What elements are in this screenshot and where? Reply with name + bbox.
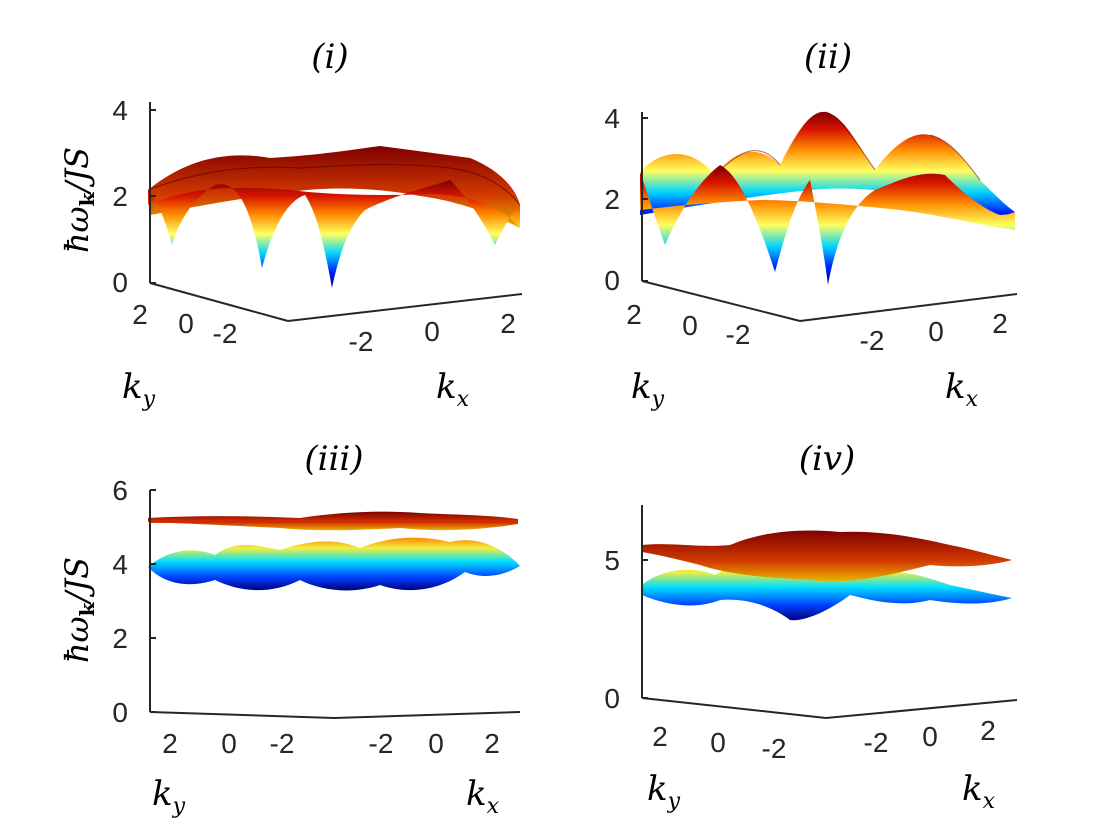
panel-i-ytick: 2 (132, 299, 148, 330)
panel-iv-ytick: 2 (652, 721, 668, 752)
panel-iii-ztick: 4 (112, 549, 128, 580)
panel-ii-xlabel: kx (945, 367, 979, 412)
panel-i-ytick: -2 (213, 318, 238, 349)
panel-ii: (ii) 0 2 4 2 0 -2 -2 0 2 ky kx (604, 37, 1018, 412)
panel-iv-upper-sheet (642, 530, 1012, 582)
panel-i-ylabel: ky (122, 367, 156, 412)
panel-iii-x-axis (333, 711, 521, 719)
panel-i-zlabel: ħωk/JS (58, 147, 99, 253)
panel-iii-ztick: 0 (112, 697, 128, 728)
panel-ii-front-sheet (640, 165, 1015, 285)
panel-iii-ztick: 2 (112, 623, 128, 654)
panel-i-surface (147, 146, 521, 288)
panel-i-front-sheet (148, 180, 520, 288)
panel-ii-y-axis (641, 280, 801, 322)
panel-ii-xtick: 2 (992, 308, 1008, 339)
panel-i-xtick: -2 (349, 326, 374, 357)
panel-iii: (iii) 0 2 4 6 2 0 -2 -2 0 2 ħωk/JS ky kx (58, 439, 521, 819)
panel-ii-x-axis (799, 293, 1018, 322)
panel-iv-ytick: 0 (710, 727, 726, 758)
panel-ii-ztick: 4 (604, 103, 620, 134)
panel-iv-ylabel: ky (647, 769, 681, 814)
panel-ii-ytick: -2 (726, 319, 751, 350)
panel-iii-ytick: 2 (162, 728, 178, 759)
panel-ii-xtick: -2 (860, 325, 885, 356)
panel-iii-zlabel: ħωk/JS (58, 557, 99, 663)
panel-iv-ztick: 5 (604, 545, 620, 576)
panel-iii-xlabel: kx (466, 774, 500, 819)
panel-i-ztick: 2 (112, 181, 128, 212)
panel-iv-xtick: 2 (980, 715, 996, 746)
panel-iii-title: (iii) (304, 439, 363, 479)
panel-i: (i) 0 2 4 2 0 -2 -2 0 2 ħωk/JS ky kx (58, 37, 523, 412)
panel-i-xtick: 0 (424, 316, 440, 347)
panel-i-back-sheet (148, 146, 520, 228)
panel-iv: (iv) 0 5 2 0 -2 -2 0 2 ky kx (604, 439, 1018, 814)
panel-iv-surface (642, 530, 1012, 621)
panel-iv-lower-sheet (642, 559, 1012, 621)
panel-i-xlabel: kx (436, 367, 470, 412)
panel-ii-ztick: 2 (604, 184, 620, 215)
panel-ii-surface (640, 111, 1015, 285)
panel-iv-title: (iv) (799, 439, 856, 479)
panel-iii-xtick: 0 (428, 728, 444, 759)
panel-i-shading (147, 163, 521, 206)
panel-ii-ridge (714, 111, 981, 181)
panel-iv-xtick: -2 (864, 727, 889, 758)
panel-i-xtick: 2 (500, 308, 516, 339)
panel-ii-xtick: 0 (928, 316, 944, 347)
panel-ii-ztick: 0 (604, 265, 620, 296)
panel-i-ztick: 0 (112, 267, 128, 298)
panel-i-ztick: 4 (112, 95, 128, 126)
panel-iv-y-axis (641, 697, 827, 719)
panel-iv-x-axis (825, 699, 1018, 719)
panel-iii-surface (148, 511, 520, 591)
panel-iii-ylabel: ky (152, 774, 186, 819)
panel-iii-ztick: 6 (112, 475, 128, 506)
panel-iii-ytick: -2 (270, 728, 295, 759)
panel-iii-lower-sheet (148, 537, 520, 591)
panel-iv-ztick: 0 (604, 683, 620, 714)
panel-i-y-axis (149, 282, 289, 322)
panel-i-x-axis (287, 293, 523, 322)
panel-iv-xtick: 0 (922, 721, 938, 752)
panel-ii-ylabel: ky (631, 367, 665, 412)
panel-iii-xtick: 2 (484, 728, 500, 759)
panel-iv-xlabel: kx (962, 769, 996, 814)
panel-iii-xtick: -2 (369, 728, 394, 759)
panel-ii-title: (ii) (804, 37, 852, 77)
panel-iv-ytick: -2 (762, 733, 787, 764)
panel-iii-ytick: 0 (221, 728, 237, 759)
panel-iii-y-axis (149, 711, 335, 719)
panel-ii-back-sheet (640, 111, 1015, 230)
panel-ii-ytick: 2 (626, 299, 642, 330)
panel-ii-ytick: 0 (682, 310, 698, 341)
panel-i-ytick: 0 (178, 308, 194, 339)
panel-iii-mid-band (150, 520, 518, 523)
panel-i-title: (i) (311, 37, 348, 77)
